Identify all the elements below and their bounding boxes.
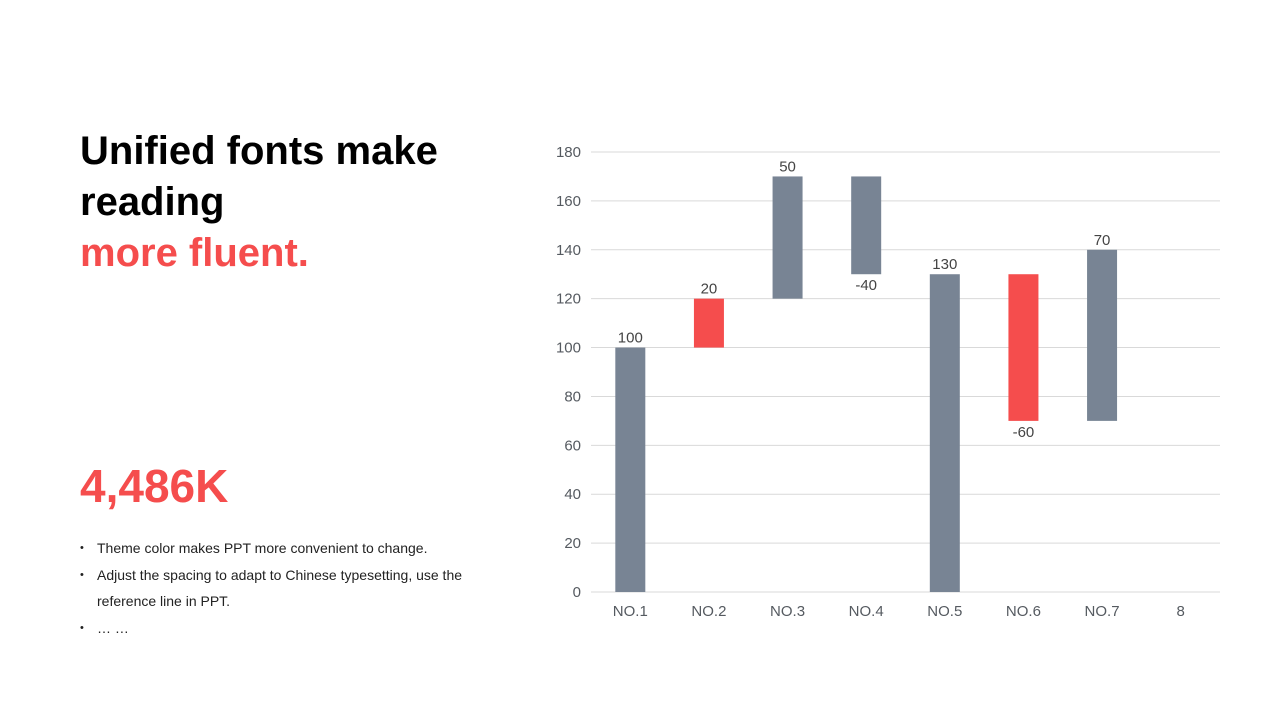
slide-title-line1: Unified fonts make reading bbox=[80, 129, 438, 224]
y-tick-label: 20 bbox=[564, 535, 581, 552]
x-tick-label: NO.2 bbox=[691, 603, 726, 620]
data-label: 50 bbox=[779, 158, 796, 175]
x-tick-label: 8 bbox=[1177, 603, 1185, 620]
bar-no7 bbox=[1087, 249, 1118, 421]
bullet-item-2: Adjust the spacing to adapt to Chinese t… bbox=[80, 562, 480, 615]
data-label: 130 bbox=[932, 256, 957, 273]
x-tick-label: NO.6 bbox=[1006, 603, 1041, 620]
x-axis-ticks: NO.1 NO.2 NO.3 NO.4 NO.5 NO.6 NO.7 8 bbox=[613, 603, 1185, 620]
bullet-item-3: … … bbox=[80, 615, 480, 642]
bar-no1 bbox=[615, 347, 646, 592]
bar-no6 bbox=[1008, 274, 1039, 421]
y-tick-label: 100 bbox=[556, 340, 581, 357]
bar-no5 bbox=[929, 274, 960, 592]
bar-no3 bbox=[772, 176, 803, 299]
x-tick-label: NO.1 bbox=[613, 603, 648, 620]
x-tick-label: NO.3 bbox=[770, 603, 805, 620]
data-label: -40 bbox=[855, 277, 877, 294]
bar-no2 bbox=[693, 298, 724, 348]
y-tick-label: 120 bbox=[556, 291, 581, 308]
slide-title-accent: more fluent. bbox=[80, 231, 309, 275]
y-tick-label: 60 bbox=[564, 437, 581, 454]
y-tick-label: 40 bbox=[564, 486, 581, 503]
bullet-list: Theme color makes PPT more convenient to… bbox=[80, 535, 480, 641]
bar-no4 bbox=[851, 176, 882, 275]
y-axis-ticks: 0 20 40 60 80 100 120 140 160 180 bbox=[556, 144, 581, 601]
data-label: 20 bbox=[701, 281, 718, 298]
x-tick-label: NO.5 bbox=[927, 603, 962, 620]
x-tick-label: NO.4 bbox=[849, 603, 884, 620]
slide-title: Unified fonts make reading more fluent. bbox=[80, 126, 500, 279]
x-tick-label: NO.7 bbox=[1085, 603, 1120, 620]
y-tick-label: 180 bbox=[556, 144, 581, 161]
y-tick-label: 0 bbox=[573, 584, 581, 601]
data-label: 100 bbox=[618, 330, 643, 347]
chart-gridlines bbox=[591, 151, 1220, 593]
chart-bars bbox=[615, 176, 1118, 592]
y-tick-label: 160 bbox=[556, 193, 581, 210]
bullet-item-1: Theme color makes PPT more convenient to… bbox=[80, 535, 480, 562]
y-tick-label: 80 bbox=[564, 388, 581, 405]
chart-data-labels: 100 20 50 -40 130 -60 70 bbox=[618, 158, 1111, 440]
stat-value: 4,486K bbox=[80, 460, 229, 512]
y-tick-label: 140 bbox=[556, 242, 581, 259]
data-label: 70 bbox=[1094, 232, 1111, 249]
data-label: -60 bbox=[1013, 424, 1035, 441]
